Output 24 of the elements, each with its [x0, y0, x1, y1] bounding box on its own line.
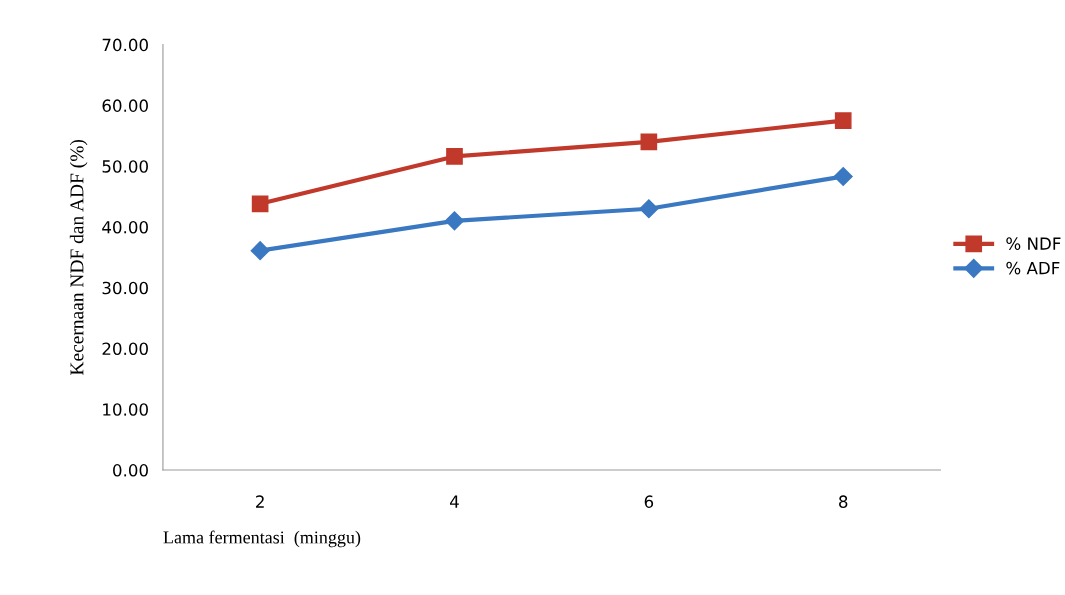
point	[834, 112, 852, 129]
point	[446, 148, 463, 165]
y-axis-title: Kecernaan NDF dan ADF (%)	[69, 139, 88, 376]
x-tick-label: 4	[450, 495, 459, 508]
y-tick-label: 10.00	[103, 403, 148, 416]
x-tick-label: 2	[256, 495, 264, 508]
point	[640, 133, 658, 151]
y-tick-label: 50.00	[102, 160, 148, 173]
y-tick-label: 60.00	[102, 99, 148, 112]
y-tick-label: 40.00	[102, 220, 148, 234]
point	[833, 166, 853, 187]
y-tick-label: 30.00	[102, 281, 148, 295]
x-axis-title: Lama fermentasi (minggu)	[163, 530, 361, 548]
y-tick-label: 0.00	[113, 464, 148, 477]
x-tick-label: 8	[839, 495, 848, 508]
point	[444, 211, 465, 231]
legend-label: % ADF	[1006, 261, 1060, 275]
y-tick-label: 70.00	[102, 38, 148, 52]
point	[639, 199, 659, 219]
point	[251, 195, 269, 213]
legend-label: % NDF	[1006, 237, 1061, 250]
x-tick-label: 6	[644, 495, 654, 508]
y-tick-label: 20.00	[102, 342, 148, 356]
point	[250, 241, 270, 261]
